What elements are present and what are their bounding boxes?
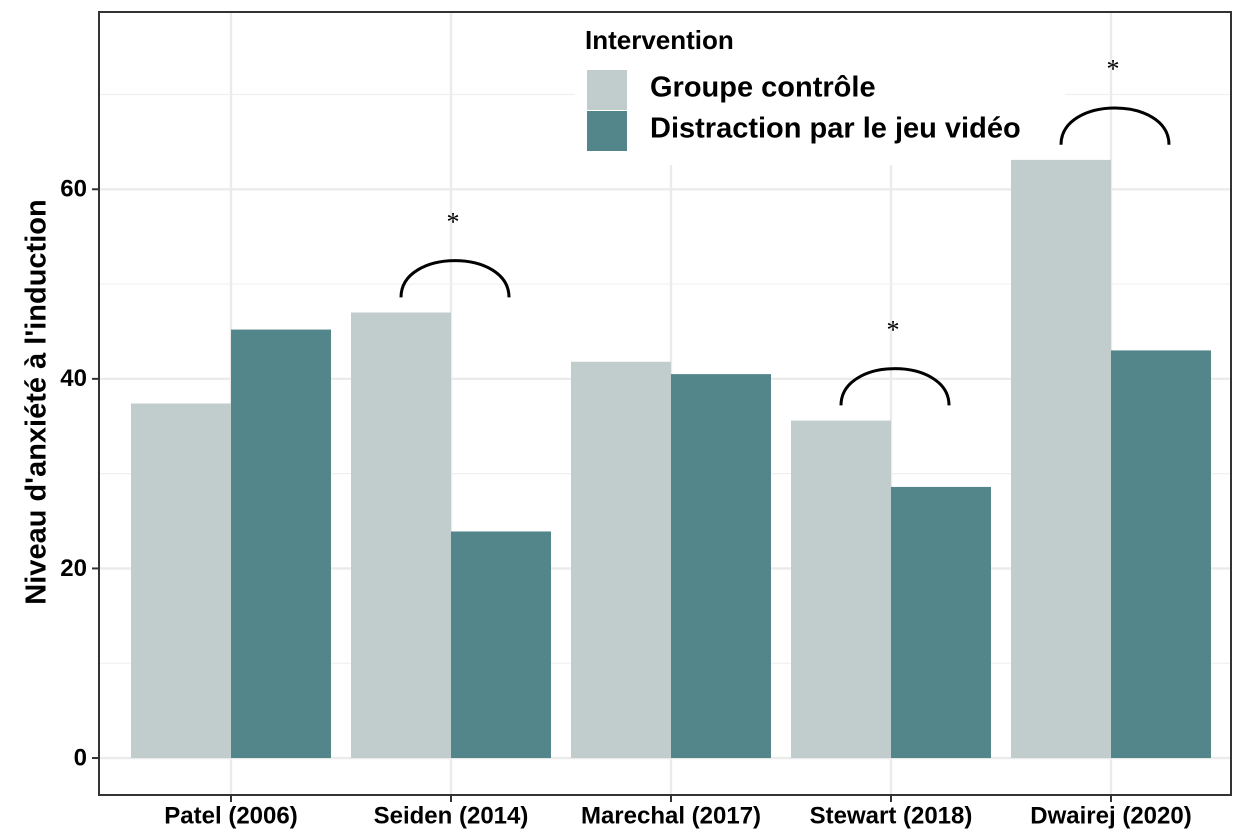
bar (231, 329, 331, 759)
significance-star: * (447, 207, 460, 236)
y-tick-label: 0 (74, 744, 87, 771)
significance-star: * (1107, 55, 1120, 84)
legend-label: Groupe contrôle (650, 72, 876, 104)
y-tick-label: 20 (60, 555, 87, 582)
y-tick-label: 60 (60, 176, 87, 203)
bar (351, 312, 451, 759)
bar (1011, 159, 1111, 759)
legend-background (575, 13, 1065, 165)
x-tick-label: Dwairej (2020) (1030, 802, 1191, 829)
bar (891, 486, 991, 759)
y-tick-label: 40 (60, 365, 87, 392)
y-axis-title: Niveau d'anxiété à l'induction (21, 199, 53, 604)
x-tick-label: Marechal (2017) (581, 802, 761, 829)
legend-swatch (587, 111, 627, 151)
x-tick-label: Seiden (2014) (374, 802, 529, 829)
significance-arc (1059, 106, 1171, 145)
x-tick-label: Stewart (2018) (810, 802, 973, 829)
legend-title: Intervention (585, 25, 734, 55)
panel-border (98, 11, 1232, 796)
bar (571, 361, 671, 759)
bar (131, 403, 231, 759)
legend-swatch (587, 70, 627, 110)
significance-arc (399, 259, 511, 298)
significance-star: * (887, 315, 900, 344)
x-tick-label: Patel (2006) (164, 802, 297, 829)
bar (451, 531, 551, 759)
bar (671, 374, 771, 759)
significance-arc (839, 367, 951, 406)
bar (1111, 350, 1211, 759)
legend-label: Distraction par le jeu vidéo (650, 113, 1021, 145)
bar (791, 420, 891, 759)
